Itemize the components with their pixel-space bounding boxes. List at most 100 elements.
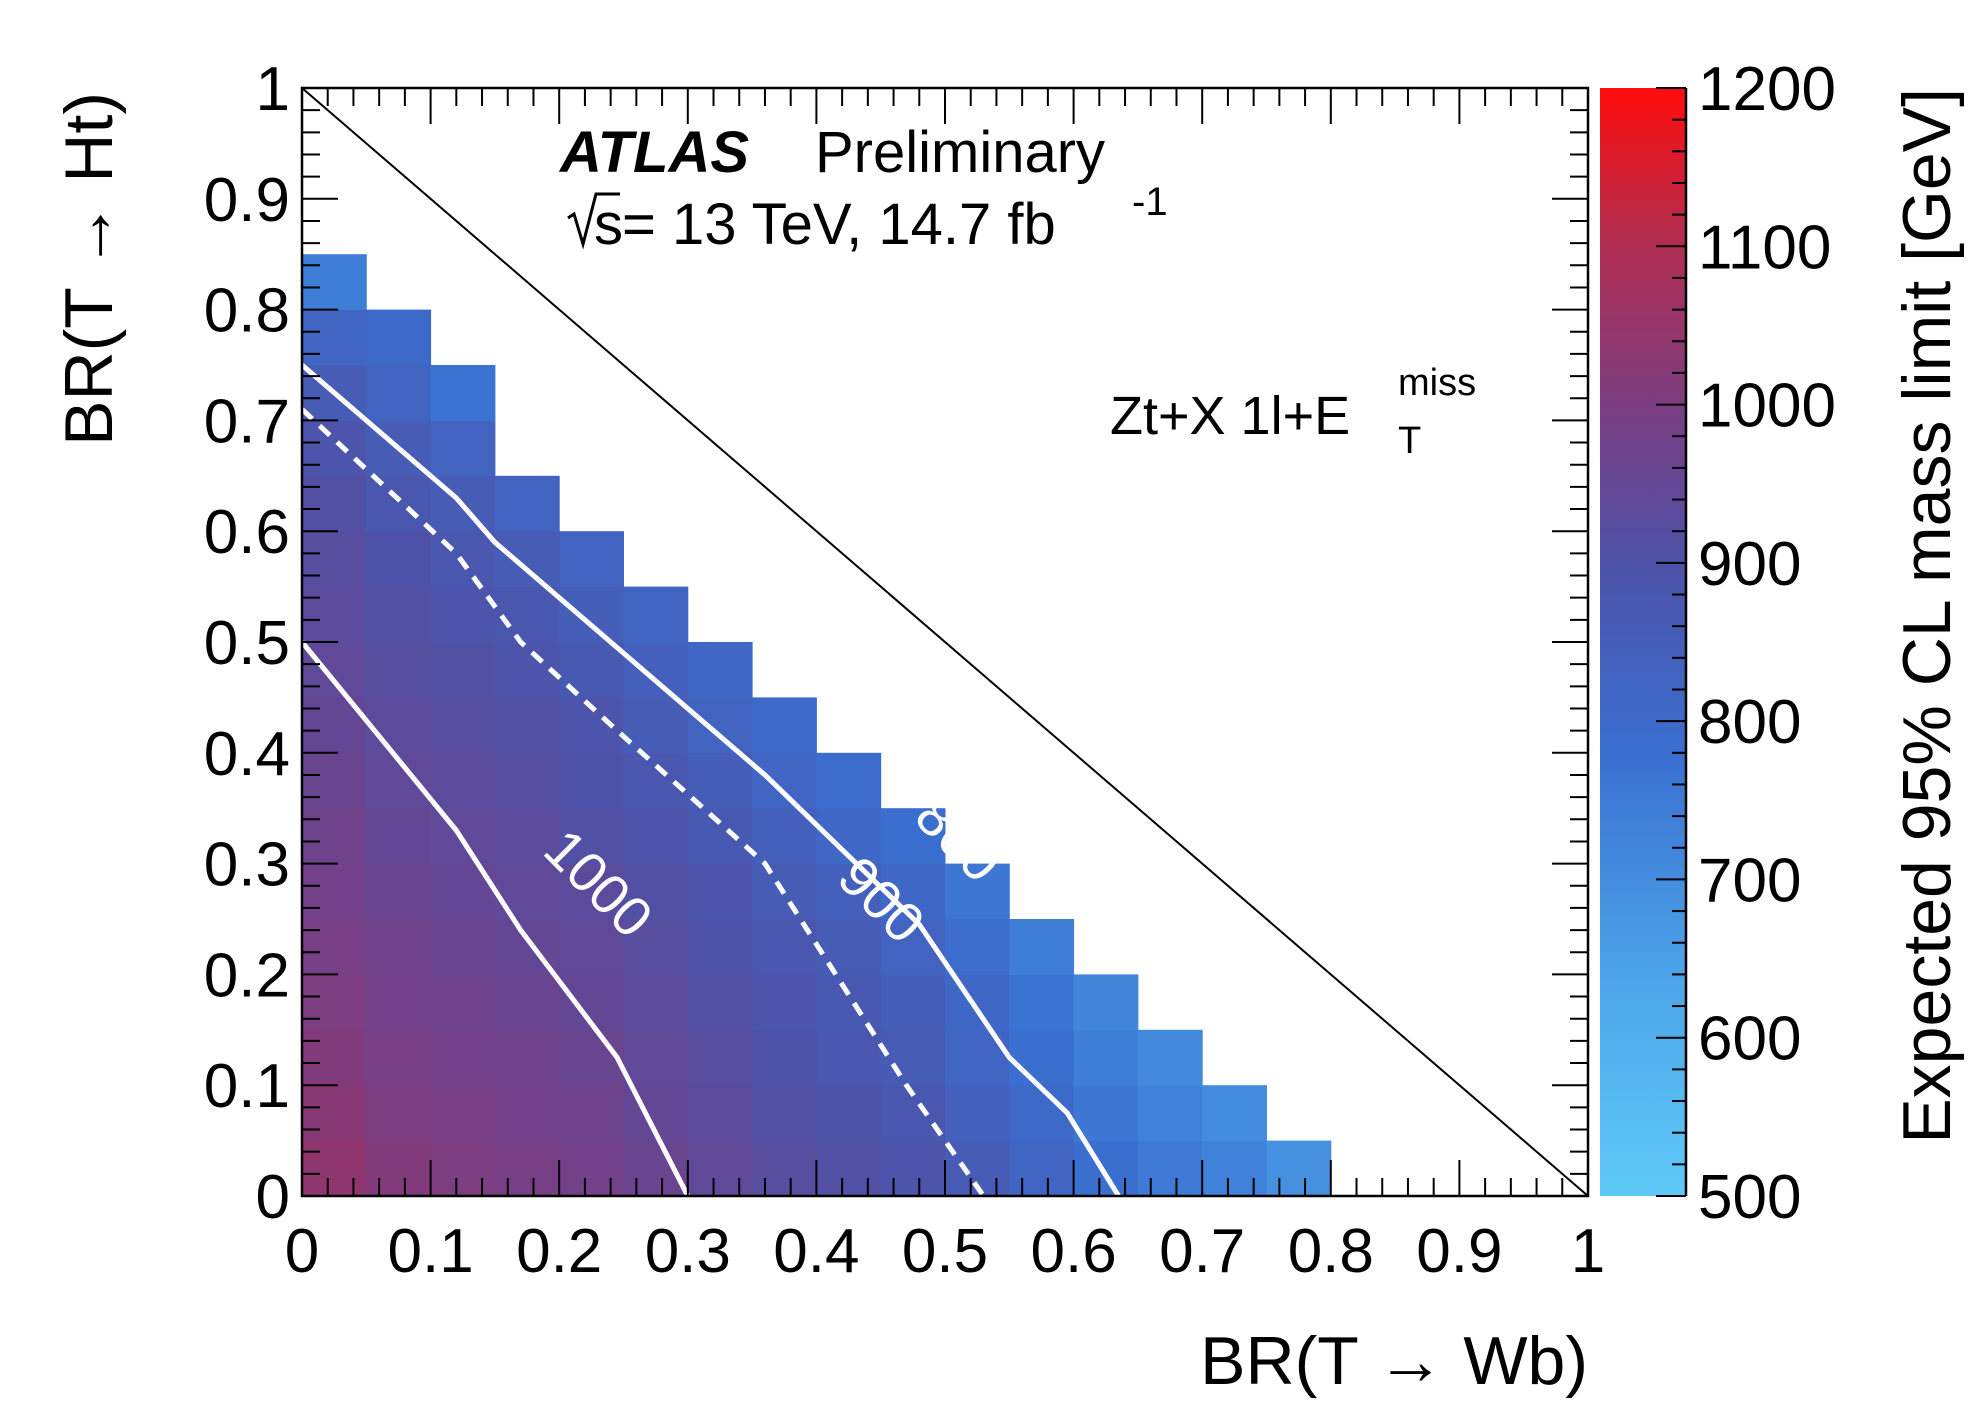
heatmap-cell [366,1140,432,1197]
heatmap-cell [430,642,496,698]
heatmap-cell [302,586,367,643]
heatmap-cell [1009,1140,1075,1197]
heatmap-cell [366,919,432,975]
luminosity-exponent: -1 [1132,180,1168,224]
heatmap-cell [366,586,432,643]
y-tick-labels: 0 0.1 0.2 0.3 0.4 0.5 0.6 0.7 0.8 0.9 1 [204,55,290,1232]
heatmap-cell [623,919,689,975]
heatmap-cell [816,974,882,1031]
heatmap-cell [494,1085,560,1142]
z-tick-label: 700 [1698,846,1801,915]
heatmap-cell [752,974,817,1031]
status-label: Preliminary [815,120,1105,185]
heatmap-cell [1202,1140,1267,1197]
heatmap-cell [494,752,560,809]
color-scale-bar [1600,88,1686,1196]
y-tick-label: 0 [256,1163,290,1232]
heatmap-cell [945,1085,1010,1142]
heatmap-cell [1137,1085,1203,1142]
x-tick-label: 0.8 [1288,1217,1374,1286]
heatmap-cell [559,863,624,920]
heatmap-cell [366,309,432,366]
heatmap-cell [623,752,689,809]
heatmap-cell [1073,974,1139,1031]
heatmap-cell [945,974,1010,1031]
heatmap-cell [494,697,560,754]
heatmap-cell [366,808,432,865]
heatmap-cell [494,808,560,865]
z-tick-label: 1200 [1698,55,1836,124]
heatmap-cell [1009,919,1075,975]
contour-lines [300,363,1121,1198]
heatmap-cell [816,752,882,809]
heatmap-cell [752,752,817,809]
heatmap-cell [366,863,432,920]
heatmap-cell [430,1029,496,1086]
diagonal-line [301,87,1589,1197]
heatmap-cell [1009,974,1075,1031]
heatmap-cell [880,863,946,920]
z-tick-label: 600 [1698,1005,1801,1074]
y-tick-label: 0.8 [204,277,290,346]
energy-text: = 13 TeV, 14.7 fb [622,192,1056,257]
heatmap-cell [1009,1085,1075,1142]
heatmap-cell [302,752,367,809]
heatmap-cell [302,309,367,366]
heatmap-cell [430,420,496,477]
heatmap-cell [366,697,432,754]
energy-luminosity-label: s = 13 TeV, 14.7 fb -1 [567,180,1168,257]
heatmap-cell [302,420,367,477]
heatmap-cell [1073,1029,1139,1086]
heatmap-cell [687,808,753,865]
heatmap-cell [687,697,753,754]
x-tick-label: 0.7 [1159,1217,1245,1286]
heatmap-cell [430,808,496,865]
heatmap-cell [623,697,689,754]
heatmap-cell [623,586,689,643]
heatmap-cell [559,586,624,643]
x-tick-labels: 0 0.1 0.2 0.3 0.4 0.5 0.6 0.7 0.8 0.9 1 [285,1217,1605,1286]
heatmap-cell [430,974,496,1031]
heatmap-cell [1266,1140,1332,1197]
heatmap-cell [559,919,624,975]
heatmap-cell [1202,1085,1267,1142]
x-tick-label: 0.3 [645,1217,731,1286]
color-scale-tick-labels: 500 600 700 800 900 1000 1100 1200 [1698,55,1836,1232]
heatmap-cell [559,531,624,588]
experiment-label: ATLAS [558,120,749,185]
heatmap-cell [302,254,367,311]
heatmap-cell [366,642,432,698]
z-axis-title: Expected 95% CL mass limit [GeV] [1889,88,1965,1144]
channel-label: Zt+X 1l+E miss T [1110,362,1476,462]
heatmap-cell [302,808,367,865]
heatmap-cell [366,974,432,1031]
y-axis-title: BR(T → Ht) [51,92,127,446]
heatmap-cell [623,642,689,698]
y-tick-label: 0.7 [204,387,290,456]
heatmap-cell [687,752,753,809]
heatmap-cell [687,1085,753,1142]
y-tick-label: 0.2 [204,941,290,1010]
x-tick-label: 0.4 [773,1217,859,1286]
heatmap-cell [430,365,496,421]
heatmap-cell [366,365,432,421]
x-axis-title: BR(T → Wb) [1200,1323,1588,1399]
heatmap-cell [430,697,496,754]
heatmap-cell [559,752,624,809]
x-tick-label: 0.9 [1416,1217,1502,1286]
heatmap-cell [752,1140,817,1197]
heatmap-cell [623,1029,689,1086]
x-tick-label: 1 [1571,1217,1605,1286]
channel-subscript: T [1398,420,1421,462]
heatmap-cell [302,974,367,1031]
z-tick-label: 900 [1698,530,1801,599]
y-tick-label: 0.6 [204,498,290,567]
heatmap-cell [302,1029,367,1086]
heatmap-cell [302,1140,367,1197]
heatmap-cell [945,863,1010,920]
color-scale-ticks [1656,87,1688,1197]
channel-text: Zt+X 1l+E [1110,386,1350,446]
heatmap-cell [430,752,496,809]
heatmap-cell [430,919,496,975]
